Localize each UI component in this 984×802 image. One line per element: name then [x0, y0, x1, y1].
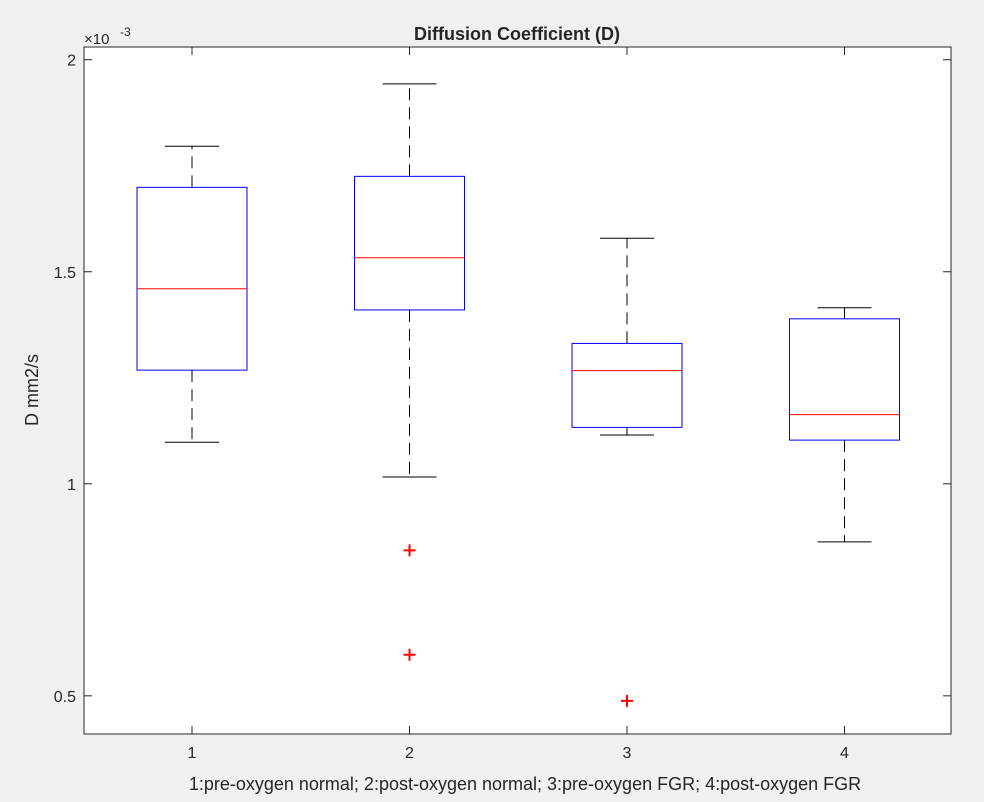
axes-box	[83, 46, 952, 735]
box-group-1	[136, 145, 248, 443]
box	[571, 342, 683, 428]
outlier-marker	[621, 694, 633, 707]
y-tick-label: 1.5	[54, 265, 76, 282]
x-tick-label: 2	[405, 745, 414, 762]
x-axis-label: 1:pre-oxygen normal; 2:post-oxygen norma…	[189, 774, 861, 794]
y-ticks: 0.5 1 1.5 2	[54, 53, 951, 706]
y-exponent-base: ×10	[84, 31, 109, 48]
box	[789, 318, 900, 441]
box-group-2	[354, 83, 465, 661]
x-tick-label: 4	[840, 745, 849, 762]
x-tick-label: 1	[188, 745, 197, 762]
y-tick-label: 1	[67, 477, 76, 494]
y-exponent-power: -3	[120, 25, 131, 39]
box	[136, 186, 248, 371]
x-tick-label: 3	[623, 745, 632, 762]
box-group-4	[789, 307, 900, 543]
box	[354, 175, 465, 311]
outlier-marker	[403, 648, 416, 661]
x-ticks: 1 2 3 4	[188, 47, 849, 762]
y-tick-label: 0.5	[54, 689, 76, 706]
chart-title: Diffusion Coefficient (D)	[414, 24, 620, 44]
box-group-3	[571, 237, 683, 707]
y-axis-label: D mm2/s	[22, 354, 42, 426]
outlier-marker	[403, 544, 416, 557]
plot-area	[84, 47, 951, 734]
y-tick-label: 2	[67, 53, 76, 70]
chart-marks	[136, 83, 900, 707]
